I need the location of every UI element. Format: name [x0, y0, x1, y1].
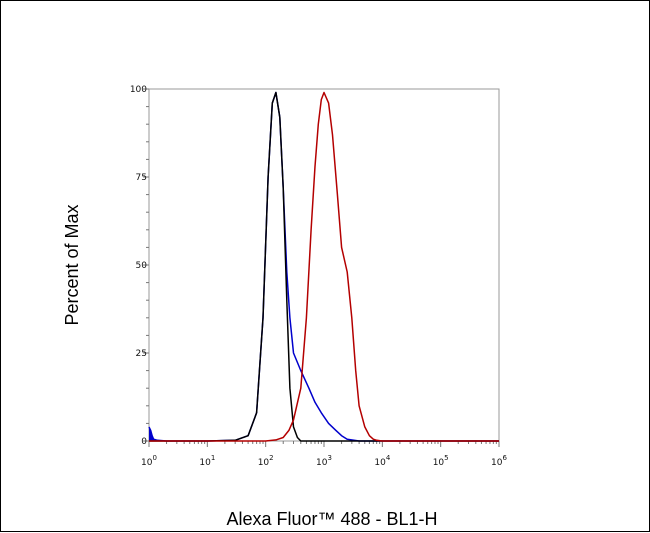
x-axis-label: Alexa Fluor™ 488 - BL1-H [226, 509, 437, 529]
x-tick-base: 10 [433, 458, 445, 468]
x-tick-base: 10 [374, 458, 386, 468]
x-tick-exponent: 0 [152, 454, 156, 462]
plot-area [148, 88, 500, 442]
series-fill-blue-edge [149, 426, 167, 441]
x-tick-label: 101 [199, 454, 215, 468]
y-axis-ticks: 0 25 50 75 100 [130, 85, 149, 447]
x-tick-exponent: 5 [444, 454, 448, 462]
x-tick-label: 100 [141, 454, 157, 468]
x-tick-base: 10 [316, 458, 328, 468]
x-tick-base: 10 [141, 458, 153, 468]
y-axis-label: Percent of Max [62, 204, 82, 325]
y-tick-label: 0 [141, 437, 147, 447]
x-tick-base: 10 [258, 458, 270, 468]
x-tick-base: 10 [199, 458, 211, 468]
x-tick-label: 106 [491, 454, 507, 468]
y-tick-label: 50 [136, 261, 148, 271]
x-tick-exponent: 1 [211, 454, 215, 462]
series-line-2 [149, 91, 499, 442]
x-tick-exponent: 6 [502, 454, 507, 462]
series-layer [148, 91, 499, 442]
x-tick-exponent: 4 [386, 454, 391, 462]
x-tick-exponent: 3 [327, 454, 331, 462]
y-tick-label: 100 [130, 85, 147, 95]
x-tick-label: 104 [374, 454, 390, 468]
x-tick-exponent: 2 [269, 454, 273, 462]
x-tick-label: 102 [258, 454, 274, 468]
x-axis-ticks: 100 101 102 103 104 105 106 [141, 441, 507, 468]
series-line-1 [149, 91, 499, 442]
x-tick-base: 10 [491, 458, 503, 468]
y-tick-label: 75 [136, 173, 147, 183]
x-tick-label: 105 [433, 454, 449, 468]
y-tick-label: 25 [136, 349, 147, 359]
x-tick-label: 103 [316, 454, 332, 468]
